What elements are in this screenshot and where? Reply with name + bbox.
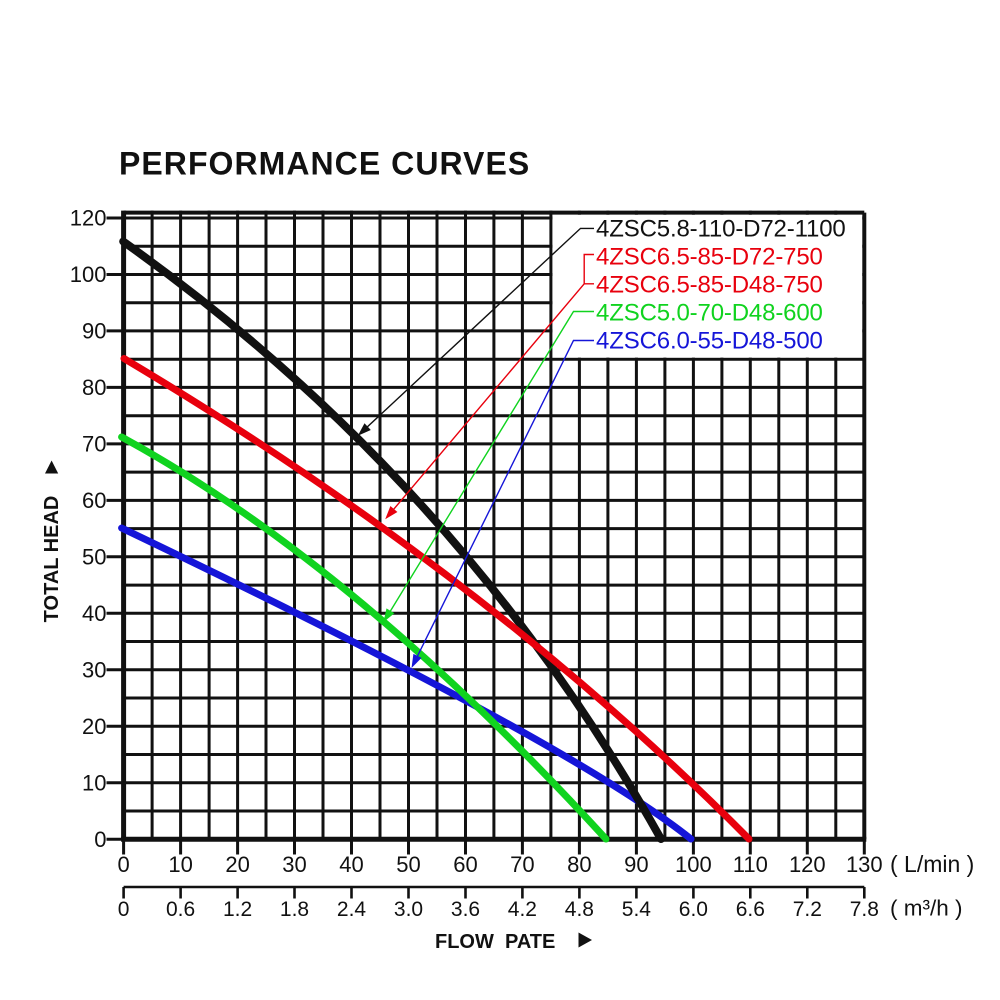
- svg-text:4.8: 4.8: [565, 898, 594, 921]
- svg-text:90: 90: [82, 319, 106, 344]
- svg-text:TOTAL HEAD: TOTAL HEAD: [41, 496, 63, 623]
- svg-text:30: 30: [282, 852, 306, 877]
- svg-text:100: 100: [70, 262, 107, 287]
- svg-text:4ZSC6.5-85-D48-750: 4ZSC6.5-85-D48-750: [596, 271, 823, 298]
- svg-text:0: 0: [118, 898, 130, 921]
- svg-text:40: 40: [82, 601, 106, 626]
- svg-text:PERFORMANCE CURVES: PERFORMANCE CURVES: [119, 146, 530, 182]
- svg-text:130: 130: [846, 852, 883, 877]
- svg-text:120: 120: [70, 206, 107, 231]
- svg-text:4ZSC5.8-110-D72-1100: 4ZSC5.8-110-D72-1100: [596, 215, 846, 242]
- svg-text:4.2: 4.2: [508, 898, 537, 921]
- svg-text:0: 0: [94, 827, 106, 852]
- svg-text:90: 90: [624, 852, 648, 877]
- svg-text:80: 80: [567, 852, 591, 877]
- svg-text:70: 70: [82, 432, 106, 457]
- svg-text:7.2: 7.2: [793, 898, 822, 921]
- svg-text:5.4: 5.4: [622, 898, 652, 921]
- svg-text:20: 20: [82, 714, 106, 739]
- svg-text:3.6: 3.6: [451, 898, 480, 921]
- svg-text:10: 10: [82, 770, 106, 795]
- svg-text:4ZSC6.5-85-D72-750: 4ZSC6.5-85-D72-750: [596, 243, 823, 270]
- svg-text:60: 60: [82, 488, 106, 513]
- svg-text:70: 70: [510, 852, 534, 877]
- svg-text:0.6: 0.6: [166, 898, 195, 921]
- svg-text:80: 80: [82, 375, 106, 400]
- svg-text:( m³/h ): ( m³/h ): [890, 896, 963, 921]
- svg-text:6.6: 6.6: [736, 898, 765, 921]
- svg-text:0: 0: [117, 852, 129, 877]
- svg-text:4ZSC5.0-70-D48-600: 4ZSC5.0-70-D48-600: [596, 299, 823, 326]
- svg-text:FLOW PATE: FLOW PATE: [435, 931, 555, 953]
- svg-text:4ZSC6.0-55-D48-500: 4ZSC6.0-55-D48-500: [596, 327, 823, 354]
- svg-text:6.0: 6.0: [679, 898, 708, 921]
- svg-text:50: 50: [396, 852, 420, 877]
- svg-text:7.8: 7.8: [850, 898, 879, 921]
- svg-text:100: 100: [675, 852, 712, 877]
- svg-text:2.4: 2.4: [337, 898, 367, 921]
- svg-text:50: 50: [82, 544, 106, 569]
- svg-text:120: 120: [789, 852, 826, 877]
- svg-text:40: 40: [339, 852, 363, 877]
- svg-text:3.0: 3.0: [394, 898, 423, 921]
- svg-text:1.2: 1.2: [223, 898, 252, 921]
- svg-text:60: 60: [453, 852, 477, 877]
- svg-text:20: 20: [225, 852, 249, 877]
- svg-text:10: 10: [168, 852, 192, 877]
- svg-text:1.8: 1.8: [280, 898, 309, 921]
- svg-text:110: 110: [733, 852, 768, 877]
- svg-text:30: 30: [82, 657, 106, 682]
- svg-text:( L/min ): ( L/min ): [890, 851, 974, 877]
